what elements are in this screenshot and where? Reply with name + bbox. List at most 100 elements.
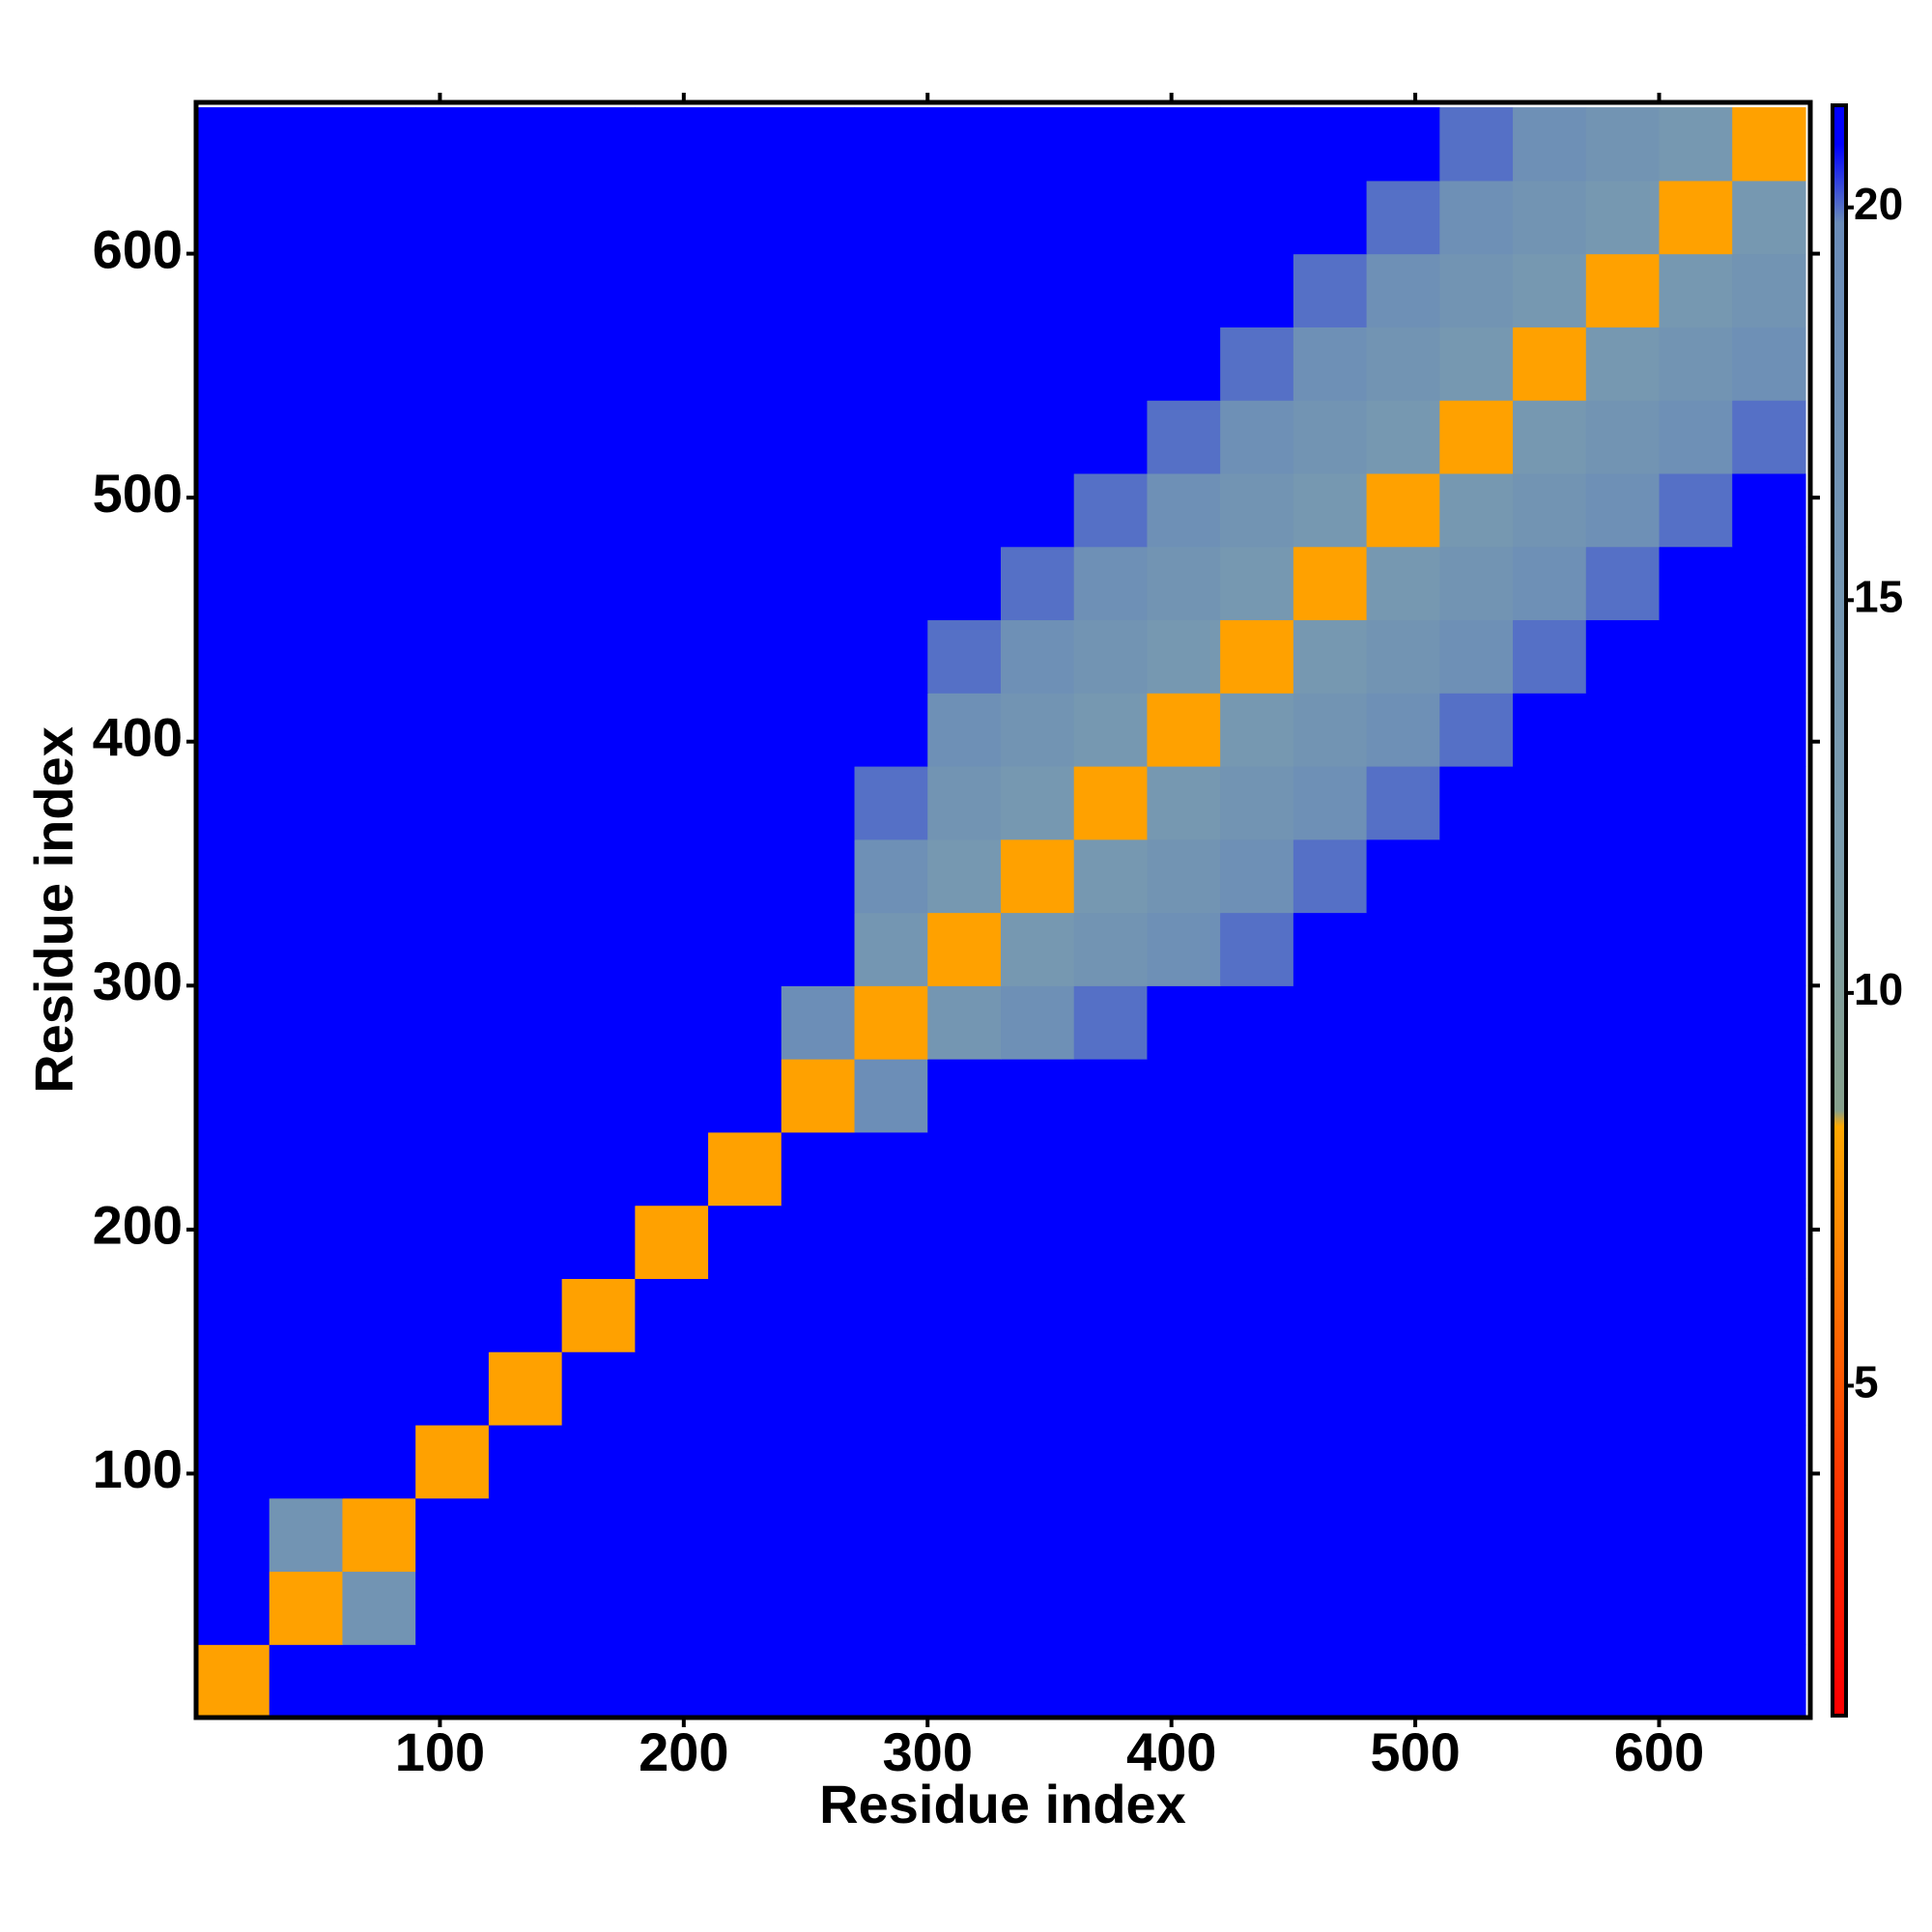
heatmap-cell	[781, 1571, 856, 1645]
heatmap-cell	[927, 1571, 1002, 1645]
heatmap-cell	[635, 1059, 709, 1133]
heatmap-cell	[1293, 180, 1368, 255]
heatmap-cell	[1439, 1644, 1514, 1719]
heatmap-cell	[488, 253, 563, 327]
heatmap-cell	[1659, 400, 1733, 474]
heatmap-cell	[1220, 765, 1294, 840]
heatmap-cell	[1366, 1131, 1440, 1207]
heatmap-cell	[1000, 1131, 1075, 1207]
heatmap-cell	[1439, 546, 1514, 621]
heatmap-cell	[927, 985, 1002, 1060]
heatmap-cell	[415, 327, 490, 401]
heatmap-cell	[1439, 400, 1514, 474]
heatmap-cell	[1366, 107, 1440, 182]
heatmap-cell	[854, 1059, 928, 1133]
heatmap-cell	[708, 1205, 782, 1279]
heatmap-cell	[1147, 107, 1221, 182]
heatmap-cell	[1439, 1278, 1514, 1352]
heatmap-cell	[708, 1059, 782, 1133]
heatmap-cell	[1293, 838, 1368, 914]
heatmap-cell	[488, 765, 563, 840]
heatmap-cell	[196, 693, 270, 767]
heatmap-cell	[1439, 327, 1514, 401]
heatmap-cell	[708, 1644, 782, 1719]
heatmap-cell	[488, 180, 563, 255]
heatmap-cell	[781, 765, 856, 840]
heatmap-cell	[561, 693, 636, 767]
heatmap-cell	[1659, 1059, 1733, 1133]
heatmap-cell	[1147, 693, 1221, 767]
heatmap-cell	[708, 180, 782, 255]
heatmap-cell	[1147, 912, 1221, 986]
heatmap-cell	[1000, 400, 1075, 474]
heatmap-cell	[269, 693, 344, 767]
heatmap-cell	[927, 619, 1002, 694]
heatmap-cell	[1293, 253, 1368, 327]
heatmap-cell	[561, 1351, 636, 1426]
heatmap-cell	[1732, 327, 1806, 401]
heatmap-cell	[196, 1644, 270, 1719]
heatmap-cell	[1293, 1571, 1368, 1645]
heatmap-cell	[781, 693, 856, 767]
heatmap-cell	[1073, 838, 1149, 914]
heatmap-cell	[708, 1351, 782, 1426]
heatmap-cell	[1732, 693, 1806, 767]
heatmap-cell	[196, 985, 270, 1060]
heatmap-cell	[1585, 1278, 1661, 1352]
heatmap-cell	[854, 985, 928, 1060]
heatmap-cell	[1585, 1644, 1661, 1719]
heatmap-cell	[781, 1205, 856, 1279]
heatmap-cell	[1220, 253, 1294, 327]
heatmap-cell	[1513, 1497, 1587, 1573]
heatmap-cell	[1659, 472, 1733, 548]
heatmap-cell	[561, 180, 636, 255]
heatmap-cell	[1073, 253, 1149, 327]
heatmap-cell	[781, 1131, 856, 1207]
heatmap-cell	[635, 546, 709, 621]
heatmap-cell	[1147, 1571, 1221, 1645]
heatmap-cell	[269, 1644, 344, 1719]
heatmap-cell	[342, 985, 416, 1060]
heatmap-cell	[1659, 985, 1733, 1060]
heatmap-cell	[1732, 180, 1806, 255]
heatmap-cell	[415, 1497, 490, 1573]
heatmap-cell	[1293, 985, 1368, 1060]
heatmap-cell	[561, 1644, 636, 1719]
heatmap-cell	[1366, 838, 1440, 914]
heatmap-cell	[1366, 546, 1440, 621]
heatmap-cell	[708, 1131, 782, 1207]
y-tick-label: 400	[93, 707, 183, 768]
heatmap-cell	[635, 1131, 709, 1207]
heatmap-cell	[1147, 180, 1221, 255]
heatmap-cell	[488, 1571, 563, 1645]
heatmap-cell	[635, 1571, 709, 1645]
heatmap-cell	[1000, 327, 1075, 401]
heatmap-cell	[927, 765, 1002, 840]
heatmap-cell	[415, 180, 490, 255]
heatmap-cell	[1732, 253, 1806, 327]
heatmap-cell	[342, 765, 416, 840]
heatmap-cell	[854, 107, 928, 182]
heatmap-cell	[561, 1571, 636, 1645]
heatmap-cell	[342, 838, 416, 914]
heatmap-cell	[1513, 1059, 1587, 1133]
heatmap-cell	[1732, 400, 1806, 474]
heatmap-cell	[342, 1644, 416, 1719]
x-tick-label: 500	[1370, 1721, 1460, 1782]
heatmap-cell	[1147, 1131, 1221, 1207]
heatmap-cell	[1147, 1424, 1221, 1499]
heatmap-cell	[269, 1351, 344, 1426]
heatmap-cell	[1073, 1644, 1149, 1719]
heatmap-cell	[1293, 1424, 1368, 1499]
heatmap-cell	[1220, 107, 1294, 182]
heatmap-cell	[1439, 912, 1514, 986]
heatmap-cell	[415, 400, 490, 474]
heatmap-cell	[1585, 619, 1661, 694]
heatmap-cell	[488, 546, 563, 621]
heatmap-cell	[1585, 1571, 1661, 1645]
heatmap-cell	[1220, 1644, 1294, 1719]
heatmap-cell	[1000, 619, 1075, 694]
heatmap-cell	[342, 619, 416, 694]
heatmap-cell	[1293, 472, 1368, 548]
heatmap-cell	[708, 838, 782, 914]
